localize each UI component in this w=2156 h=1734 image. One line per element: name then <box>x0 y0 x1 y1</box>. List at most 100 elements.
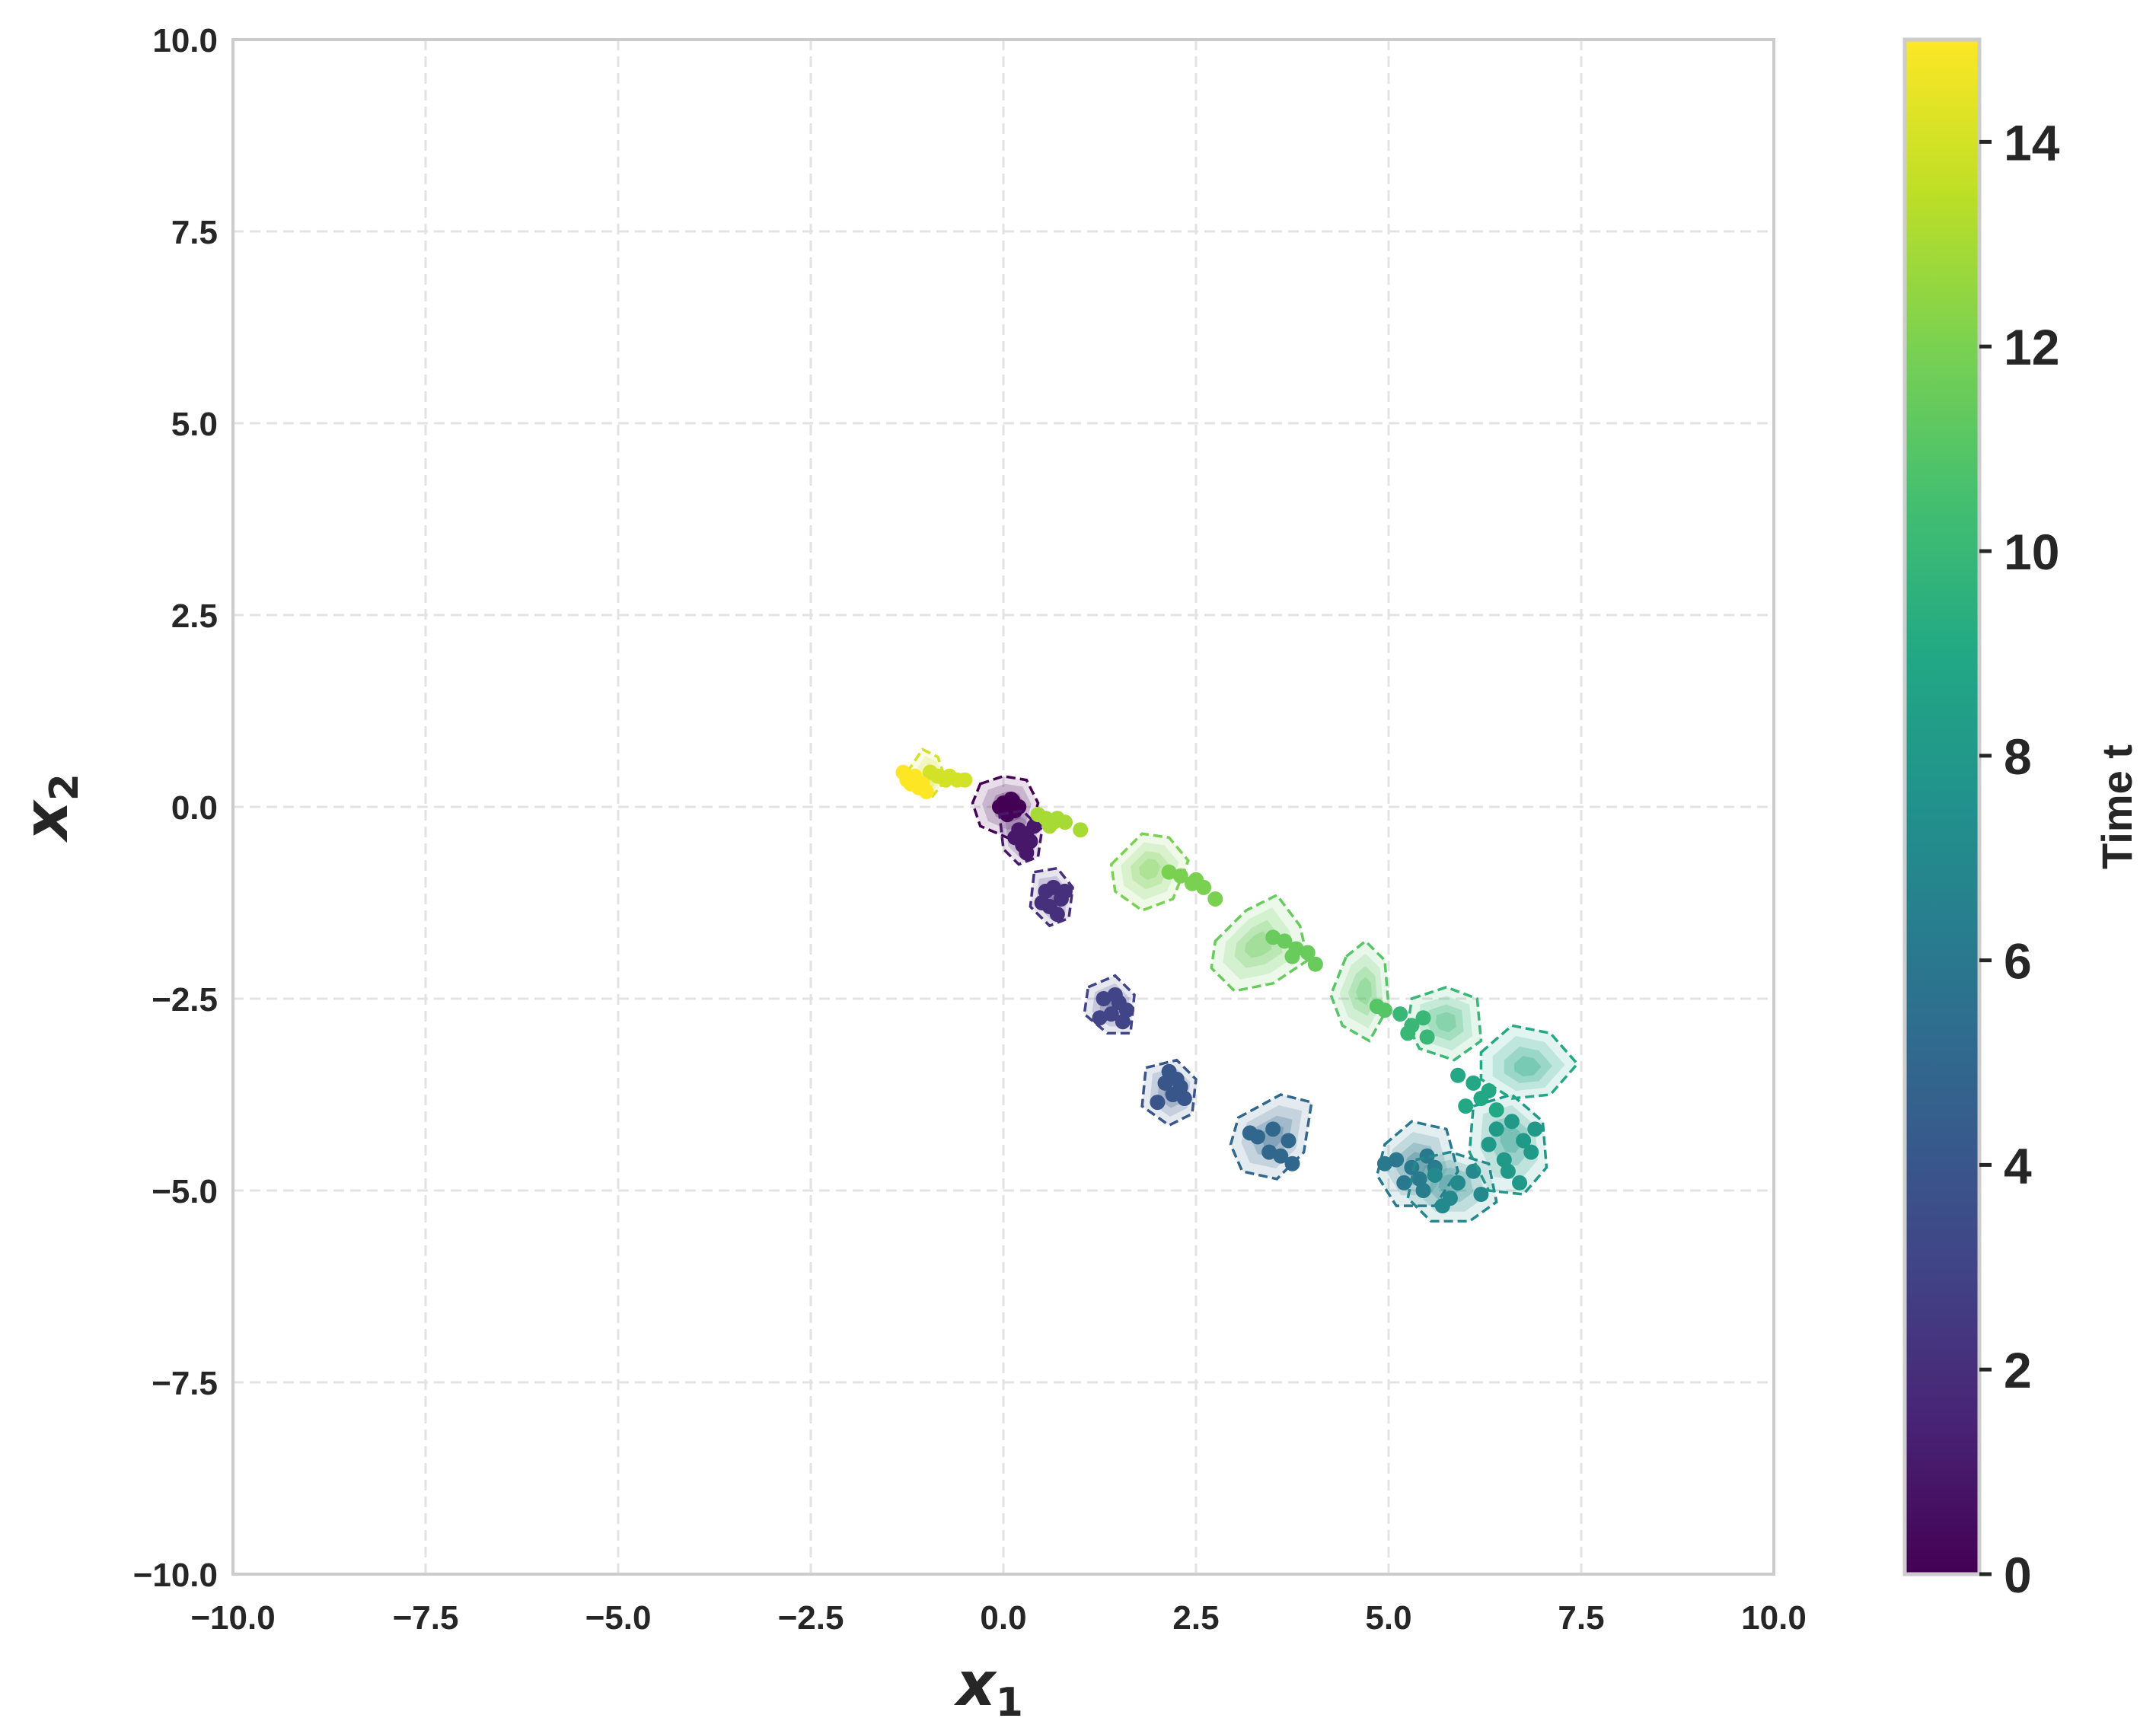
colorbar-tick-label: 8 <box>2004 728 2032 785</box>
cluster <box>1109 832 1223 913</box>
data-point <box>1092 1010 1108 1026</box>
y-tick-label: 2.5 <box>171 598 218 635</box>
colorbar-ticks: 0 2 4 6 8 10 12 14 <box>1979 114 2060 1603</box>
density-contour <box>1252 1115 1293 1159</box>
data-point <box>1419 1029 1435 1045</box>
y-tick-label: −7.5 <box>151 1365 218 1402</box>
data-point <box>1488 1121 1504 1137</box>
x-axis-label-main: x <box>953 1649 997 1720</box>
data-point <box>1107 987 1123 1002</box>
cluster-outline <box>1229 1093 1313 1181</box>
density-contour <box>1481 1025 1577 1099</box>
cluster <box>1406 1150 1498 1223</box>
data-point <box>1376 1002 1392 1018</box>
density-contour <box>1469 1095 1547 1195</box>
data-point <box>1523 1144 1539 1160</box>
data-point <box>1504 1114 1520 1130</box>
data-point <box>1396 1175 1412 1191</box>
density-contour <box>1139 858 1161 881</box>
data-point <box>1161 864 1177 880</box>
colorbar-tick-label: 4 <box>2004 1137 2032 1194</box>
x-tick-label: −5.0 <box>585 1599 652 1637</box>
density-contour <box>1435 1012 1456 1033</box>
colorbar <box>1902 37 1982 1576</box>
data-point <box>1161 1063 1177 1079</box>
data-point <box>1172 868 1188 884</box>
y-tick-label: −5.0 <box>151 1173 218 1210</box>
data-point <box>1284 948 1300 964</box>
cluster-outline <box>1406 1150 1498 1223</box>
data-point <box>1527 1121 1543 1137</box>
density-contour <box>1514 1056 1542 1077</box>
cluster <box>1029 866 1074 928</box>
density-contour <box>1355 977 1373 1006</box>
y-axis-label-subscript: 2 <box>42 773 88 801</box>
x-tick-label: 7.5 <box>1558 1599 1604 1637</box>
data-point <box>1073 822 1089 838</box>
colorbar-tick-label: 10 <box>2004 524 2059 580</box>
data-point <box>1118 1002 1134 1018</box>
data-point <box>1496 1152 1512 1168</box>
data-point <box>1488 1102 1504 1118</box>
cluster-outline <box>1029 866 1074 928</box>
x-tick-labels: −10.0 −7.5 −5.0 −2.5 0.0 2.5 5.0 7.5 10.0 <box>190 1599 1806 1637</box>
density-contour <box>1348 966 1377 1016</box>
data-point <box>918 783 934 799</box>
plot-frame <box>231 38 1775 1576</box>
data-point <box>922 764 938 780</box>
data-point <box>1500 1163 1516 1179</box>
data-point <box>1427 1167 1443 1183</box>
colorbar-label: Time t <box>2093 744 2141 869</box>
x-tick-label: −7.5 <box>393 1599 459 1637</box>
data-point <box>1034 895 1050 910</box>
x-axis-label-subscript: 1 <box>996 1680 1023 1726</box>
cluster <box>1030 807 1089 838</box>
data-point <box>1176 1091 1192 1107</box>
data-point <box>1281 1133 1296 1149</box>
data-point <box>1284 1155 1300 1171</box>
cluster-outline <box>1083 974 1136 1035</box>
cluster <box>1329 939 1392 1043</box>
colorbar-tick-label: 6 <box>2004 933 2032 990</box>
data-point <box>1265 1121 1281 1137</box>
cluster <box>1392 986 1483 1062</box>
data-point <box>942 768 958 784</box>
data-point <box>1392 1006 1408 1022</box>
data-point <box>1022 834 1038 849</box>
y-tick-labels: −10.0 −7.5 −5.0 −2.5 0.0 2.5 5.0 7.5 10.0 <box>133 22 218 1594</box>
data-point <box>1450 1067 1466 1083</box>
cluster-outline <box>1210 893 1309 993</box>
density-contour <box>1211 894 1308 991</box>
y-axis-label: x2 <box>11 773 88 843</box>
data-point <box>1242 1125 1258 1141</box>
density-contour <box>1130 850 1169 890</box>
clusters <box>895 747 1580 1223</box>
data-point <box>1458 1098 1474 1114</box>
cluster-outline <box>1140 1058 1198 1127</box>
cluster <box>1450 1024 1580 1118</box>
density-contour <box>1492 1036 1565 1091</box>
colorbar-tick-label: 0 <box>2004 1547 2032 1603</box>
colorbar-tick-label: 2 <box>2004 1342 2032 1398</box>
x-tick-label: 0.0 <box>980 1599 1026 1637</box>
x-axis-label: x1 <box>953 1649 1023 1726</box>
cluster-outline <box>1109 832 1190 913</box>
data-point <box>1516 1133 1532 1149</box>
y-tick-label: 10.0 <box>152 22 218 59</box>
data-point <box>1466 1075 1481 1091</box>
data-point <box>1096 991 1111 1006</box>
cluster <box>1468 1093 1548 1196</box>
data-point <box>1049 907 1065 923</box>
data-point <box>1045 879 1061 895</box>
data-point <box>1307 956 1323 972</box>
data-point <box>1300 945 1316 961</box>
data-point <box>1277 933 1293 949</box>
data-point <box>1411 1171 1427 1187</box>
data-point <box>1115 1014 1131 1030</box>
y-tick-label: −2.5 <box>151 981 218 1018</box>
cluster <box>1083 974 1136 1035</box>
density-contour <box>1223 907 1296 980</box>
colorbar-tick-label: 12 <box>2004 319 2059 375</box>
data-point <box>1157 1075 1173 1091</box>
